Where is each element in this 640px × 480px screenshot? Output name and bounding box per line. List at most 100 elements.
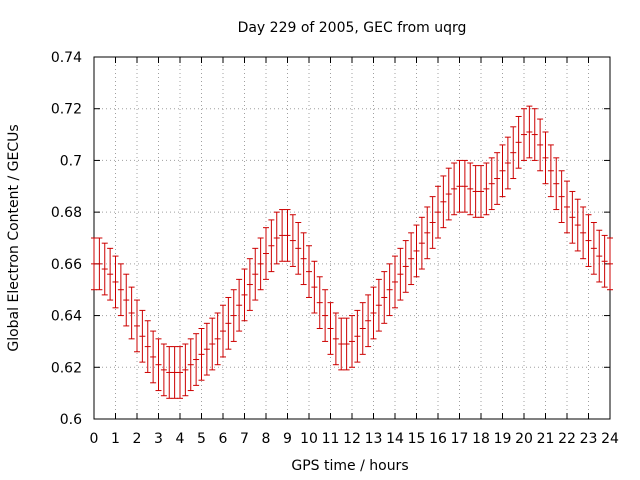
- data-point: [316, 276, 323, 329]
- data-point: [150, 330, 157, 384]
- data-point: [537, 118, 544, 172]
- data-point: [375, 278, 382, 332]
- x-tick-label: 9: [283, 431, 292, 447]
- data-point: [424, 206, 431, 260]
- data-point: [392, 255, 398, 309]
- data-point: [123, 273, 130, 327]
- data-point: [241, 268, 248, 322]
- data-point: [134, 299, 140, 353]
- data-point: [257, 237, 264, 291]
- data-point: [542, 131, 549, 185]
- data-point: [96, 237, 103, 291]
- data-point: [510, 126, 517, 180]
- x-tick-label: 21: [537, 431, 555, 447]
- x-tick-label: 15: [408, 431, 426, 447]
- data-point: [408, 232, 415, 286]
- data-point: [547, 144, 554, 198]
- x-tick-label: 12: [343, 431, 361, 447]
- data-point: [564, 180, 570, 234]
- data-point: [558, 170, 565, 223]
- data-point: [569, 190, 576, 244]
- data-point: [440, 175, 447, 229]
- data-point: [526, 105, 533, 159]
- data-point: [246, 258, 253, 311]
- data-point: [338, 317, 345, 371]
- data-point: [112, 255, 119, 309]
- data-point: [574, 198, 581, 252]
- y-tick-label: 0.68: [51, 205, 82, 221]
- data-point: [107, 247, 114, 301]
- y-tick-label: 0.6: [60, 412, 82, 428]
- data-point: [343, 317, 350, 371]
- x-tick-label: 17: [451, 431, 469, 447]
- data-point: [413, 224, 420, 278]
- data-point: [263, 227, 269, 280]
- chart-title: Day 229 of 2005, GEC from uqrg: [238, 20, 467, 36]
- data-series: [91, 105, 613, 399]
- y-tick-label: 0.74: [51, 50, 82, 66]
- data-point: [155, 338, 162, 392]
- data-point: [193, 333, 200, 386]
- data-point: [397, 247, 404, 301]
- x-axis-label: GPS time / hours: [291, 458, 408, 474]
- data-point: [483, 162, 490, 216]
- x-tick-labels: 0 1 2 3 4 5 6 7 8 9 10 11 12 13 14 15 16 17 18 19 20 21 22 23 24: [90, 431, 619, 447]
- data-point: [386, 263, 393, 317]
- data-point: [472, 165, 479, 218]
- data-point: [252, 247, 259, 301]
- data-point: [187, 338, 194, 392]
- data-point: [515, 115, 522, 169]
- data-point: [306, 245, 312, 298]
- data-point: [365, 294, 372, 348]
- data-point: [499, 144, 506, 198]
- y-tick-label: 0.66: [51, 257, 82, 273]
- data-point: [128, 286, 135, 340]
- x-tick-label: 16: [429, 431, 447, 447]
- x-tick-label: 7: [240, 431, 249, 447]
- data-point: [488, 157, 495, 211]
- x-tick-label: 19: [494, 431, 512, 447]
- data-point: [370, 286, 377, 340]
- data-point: [209, 317, 216, 371]
- data-point: [553, 157, 560, 211]
- data-point: [101, 242, 108, 296]
- data-point: [456, 159, 463, 213]
- data-point: [494, 152, 501, 205]
- x-tick-label: 8: [262, 431, 271, 447]
- x-tick-label: 20: [515, 431, 533, 447]
- data-point: [171, 346, 178, 399]
- data-point: [279, 209, 286, 262]
- x-tick-label: 2: [133, 431, 142, 447]
- x-tick-label: 4: [176, 431, 185, 447]
- x-tick-label: 13: [365, 431, 383, 447]
- data-point: [177, 346, 183, 399]
- data-point: [402, 240, 409, 293]
- data-point: [236, 278, 243, 332]
- data-point: [607, 237, 613, 291]
- data-point: [332, 312, 339, 366]
- data-point: [91, 237, 97, 291]
- data-point: [268, 219, 275, 273]
- data-point: [225, 296, 232, 350]
- data-point: [300, 232, 307, 286]
- data-point: [359, 302, 366, 355]
- data-point: [214, 312, 221, 366]
- data-point: [273, 211, 280, 265]
- data-point: [418, 216, 425, 270]
- data-point: [327, 302, 334, 355]
- data-point: [467, 162, 474, 216]
- data-point: [596, 229, 603, 283]
- x-tick-label: 23: [580, 431, 598, 447]
- data-point: [504, 136, 511, 190]
- x-tick-label: 10: [300, 431, 318, 447]
- x-tick-label: 3: [154, 431, 163, 447]
- data-point: [203, 322, 210, 376]
- data-point: [590, 221, 597, 275]
- x-tick-label: 5: [197, 431, 206, 447]
- data-point: [531, 108, 538, 161]
- data-point: [354, 309, 361, 363]
- data-point: [117, 263, 124, 317]
- data-point: [451, 162, 458, 216]
- y-tick-label: 0.72: [51, 102, 82, 118]
